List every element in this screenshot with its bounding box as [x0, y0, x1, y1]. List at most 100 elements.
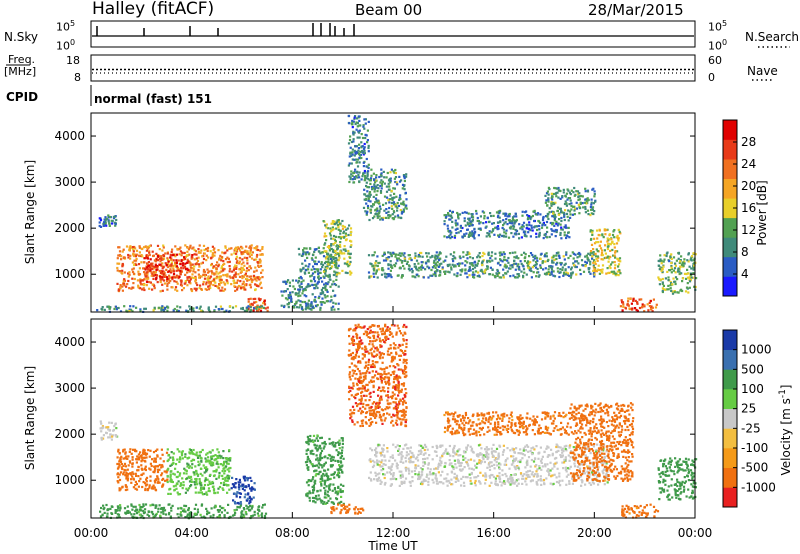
data-cell — [336, 474, 339, 477]
data-cell — [374, 261, 377, 264]
data-cell — [317, 272, 320, 276]
data-cell — [510, 222, 513, 225]
data-cell — [129, 448, 132, 451]
data-cell — [134, 480, 137, 483]
data-cell — [168, 274, 171, 277]
data-cell — [501, 234, 504, 238]
data-cell — [513, 259, 516, 262]
data-cell — [397, 216, 400, 219]
data-cell — [520, 253, 523, 256]
data-cell — [349, 256, 352, 259]
data-cell — [197, 269, 200, 272]
data-cell — [627, 297, 630, 300]
data-cell — [154, 506, 157, 509]
data-cell — [244, 511, 247, 514]
data-cell — [132, 254, 136, 258]
data-cell — [508, 215, 511, 218]
data-cell — [584, 255, 587, 258]
data-cell — [658, 278, 661, 281]
data-cell — [119, 270, 122, 273]
data-cell — [238, 506, 241, 509]
data-cell — [289, 291, 292, 294]
data-cell — [309, 450, 312, 453]
data-cell — [117, 246, 120, 249]
data-cell — [591, 208, 594, 211]
data-cell — [349, 233, 352, 237]
data-cell — [117, 513, 121, 516]
data-cell — [99, 219, 103, 222]
data-cell — [464, 211, 467, 214]
data-cell — [660, 262, 663, 265]
data-cell — [542, 260, 545, 263]
data-cell — [164, 479, 167, 482]
data-cell — [137, 286, 140, 289]
data-cell — [551, 261, 554, 264]
data-cell — [173, 473, 176, 476]
data-cell — [679, 259, 682, 262]
data-cell — [551, 198, 554, 201]
data-cell — [372, 337, 376, 340]
data-cell — [350, 244, 353, 247]
data-cell — [504, 221, 507, 224]
data-cell — [220, 463, 223, 466]
data-cell — [114, 423, 117, 426]
data-cell — [309, 461, 312, 464]
data-cell — [348, 262, 351, 266]
data-cell — [151, 485, 154, 488]
data-cell — [132, 248, 135, 251]
data-cell — [425, 262, 428, 265]
data-cell — [616, 270, 619, 273]
data-cell — [446, 224, 449, 227]
data-cell — [427, 252, 430, 255]
data-cell — [476, 275, 479, 278]
data-cell — [246, 275, 249, 278]
data-cell — [643, 304, 646, 307]
data-cell — [142, 287, 145, 290]
data-cell — [240, 253, 243, 256]
data-cell — [694, 253, 697, 256]
data-cell — [394, 176, 398, 179]
data-cell — [405, 262, 409, 265]
data-cell — [371, 340, 375, 343]
data-cell — [237, 284, 240, 288]
data-cell — [291, 279, 294, 282]
data-cell — [311, 485, 314, 489]
data-cell — [389, 181, 392, 184]
data-cell — [332, 301, 335, 304]
data-cell — [559, 189, 562, 193]
data-cell — [608, 242, 611, 245]
data-cell — [243, 256, 246, 259]
scatter-region — [141, 253, 194, 284]
data-cell — [153, 465, 156, 468]
data-cell — [372, 380, 375, 383]
data-cell — [153, 267, 156, 270]
data-cell — [685, 277, 688, 280]
data-cell — [366, 186, 369, 189]
data-cell — [338, 256, 341, 259]
data-cell — [607, 239, 610, 242]
data-cell — [351, 121, 354, 124]
data-cell — [327, 263, 330, 266]
data-cell — [161, 453, 164, 456]
data-cell — [308, 459, 311, 462]
data-cell — [356, 421, 359, 424]
data-cell — [555, 229, 558, 232]
data-cell — [213, 474, 216, 477]
data-cell — [298, 253, 301, 256]
data-cell — [304, 461, 308, 464]
data-cell — [123, 462, 127, 465]
data-cell — [128, 273, 131, 276]
data-cell — [488, 259, 491, 262]
data-cell — [382, 170, 385, 173]
data-cell — [335, 245, 338, 248]
data-cell — [256, 306, 259, 309]
data-cell — [593, 260, 597, 263]
data-cell — [179, 273, 182, 276]
data-cell — [466, 257, 469, 260]
data-cell — [212, 266, 215, 269]
data-cell — [434, 258, 437, 261]
data-cell — [567, 231, 570, 234]
data-cell — [686, 259, 689, 262]
data-cell — [231, 476, 234, 479]
data-cell — [578, 206, 581, 209]
